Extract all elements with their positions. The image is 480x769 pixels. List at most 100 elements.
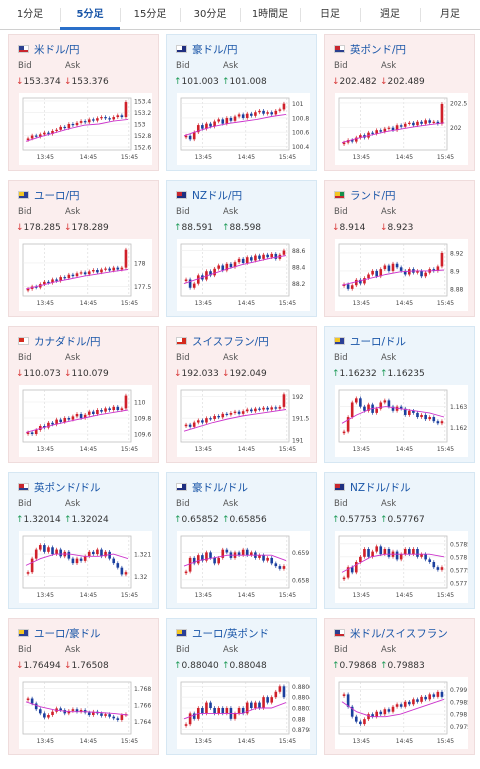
currency-pair-link[interactable]: カナダドル/円 [34, 336, 101, 348]
currency-pair-link[interactable]: ランド/円 [350, 190, 396, 202]
rate-card[interactable]: ユーロ/円 Bid Ask ↓178.285 ↓178.289 178 177.5 13:45… [8, 180, 159, 317]
tab-4[interactable]: 1時間足 [251, 9, 289, 20]
candle-body [403, 408, 407, 415]
price-chart[interactable]: 192 191.5 191 13:45 14:45 15:45 [177, 385, 310, 457]
candle-body [87, 271, 91, 275]
y-tick-label: 0.7985 [450, 699, 468, 706]
candle-body [266, 112, 269, 114]
rate-card[interactable]: 英ポンド/円 Bid Ask ↓202.482 ↓202.489 202.5 202 13:4… [324, 34, 475, 171]
candle-body [79, 558, 83, 561]
rate-card[interactable]: NZドル/ドルBidAsk↑0.57753↑0.577670.57850.578… [324, 472, 475, 609]
candle-body [420, 414, 423, 418]
rate-card[interactable]: 英ポンド/ドル Bid Ask ↑1.32014 ↑1.32024 1.321 1.32 13… [8, 472, 159, 609]
rate-card[interactable]: ランド/円 Bid Ask ↓8.914 ↓8.923 8.92 8.9 8.88 13:45 1… [324, 180, 475, 317]
bid-price: 1.76494 [23, 661, 61, 671]
tab-0[interactable]: 1分足 [16, 9, 44, 20]
tab-1[interactable]: 5分足 [60, 0, 120, 30]
candle-body [420, 121, 423, 124]
currency-pair-link[interactable]: 英ポンド/円 [350, 44, 407, 56]
bid-label: Bid [18, 353, 32, 363]
currency-pair-link[interactable]: ユーロ/豪ドル [34, 628, 101, 640]
rate-card[interactable]: カナダドル/円 Bid Ask ↓110.073 ↓110.079 110 109.8 109… [8, 326, 159, 463]
price-chart[interactable]: 0.799 0.7985 0.798 0.7975 13:45 14:45 15:45 [335, 677, 468, 749]
y-tick-label: 202.5 [450, 100, 467, 107]
candle-body [258, 110, 261, 113]
x-tick-label: 14:45 [80, 592, 97, 599]
currency-pair-link[interactable]: NZドル/ドル [350, 482, 411, 494]
bid-price: 0.79868 [339, 661, 377, 671]
candle-body [63, 710, 67, 714]
bid-value: ↑0.65852 [174, 515, 219, 525]
y-tick-label: 0.577 [450, 580, 467, 587]
ask-price: 0.88048 [229, 661, 267, 671]
currency-pair-link[interactable]: 米ドル/円 [34, 44, 80, 56]
tab-5[interactable]: 日足 [320, 9, 340, 20]
currency-pair-link[interactable]: NZドル/円 [192, 190, 243, 202]
currency-pair-link[interactable]: ユーロ/英ポンド [192, 628, 270, 640]
currency-pair-link[interactable]: ユーロ/ドル [350, 336, 407, 348]
candle-body [371, 551, 374, 557]
price-chart[interactable]: 101 100.8 100.6 100.4 13:45 14:45 15:45 [177, 93, 310, 165]
rate-card[interactable]: 米ドル/円 Bid Ask ↓153.374 ↓153.376 153.4 153.2 153… [8, 34, 159, 171]
currency-pair-link[interactable]: スイスフラン/円 [192, 336, 269, 348]
rate-card[interactable]: 米ドル/スイスフラン Bid Ask ↑0.79868 ↑0.79883 0.799 0.7… [324, 618, 475, 755]
price-chart[interactable]: 178 177.5 13:45 14:45 15:45 [19, 239, 152, 311]
rate-card[interactable]: スイスフラン/円 Bid Ask ↓192.033 ↓192.049 192 191.5 19… [166, 326, 317, 463]
currency-pair-link[interactable]: 米ドル/スイスフラン [350, 628, 448, 640]
candle-body [399, 704, 403, 707]
rate-card[interactable]: ユーロ/英ポンドBidAsk↑0.88040↑0.880480.88060.88… [166, 618, 317, 755]
candle-body [87, 712, 91, 716]
price-chart[interactable]: 0.8806 0.8804 0.8802 0.88 0.8798 13:45 14:45 15… [177, 677, 310, 749]
price-chart[interactable]: 1.321 1.32 13:45 14:45 15:45 [19, 531, 152, 603]
x-tick-label: 14:45 [80, 738, 97, 745]
candle-body [100, 549, 103, 557]
candle-body [116, 267, 120, 270]
rate-card[interactable]: ユーロ/ドル Bid Ask ↑1.16232 ↑1.16235 1.163 1.162 13… [324, 326, 475, 463]
moving-average-line [341, 698, 445, 718]
tab-7[interactable]: 月足 [440, 9, 460, 20]
y-tick-label: 0.659 [292, 550, 309, 557]
za-flag-icon [334, 191, 345, 199]
tab-2[interactable]: 15分足 [133, 9, 167, 20]
price-chart[interactable]: 1.163 1.162 13:45 14:45 15:45 [335, 385, 468, 457]
tab-6[interactable]: 週足 [380, 9, 400, 20]
tab-3[interactable]: 30分足 [193, 9, 227, 20]
moving-average-line [183, 255, 287, 285]
price-chart[interactable]: 202.5 202 13:45 14:45 15:45 [335, 93, 468, 165]
candle-body [375, 546, 378, 552]
candle-body [395, 406, 399, 411]
price-chart[interactable]: 8.92 8.9 8.88 13:45 14:45 15:45 [335, 239, 468, 311]
price-chart[interactable]: 110 109.8 109.6 13:45 14:45 15:45 [19, 385, 152, 457]
currency-pair-link[interactable]: 豪ドル/円 [192, 44, 238, 56]
bid-value: ↓178.285 [16, 223, 61, 233]
bid-value: ↓8.914 [332, 223, 365, 233]
currency-pair-link[interactable]: 英ポンド/ドル [34, 482, 101, 494]
tab-divider [300, 8, 301, 22]
rate-card[interactable]: 豪ドル/円 Bid Ask ↑101.003 ↑101.008 101 100.8 100.6… [166, 34, 317, 171]
candle-body [79, 710, 83, 712]
candle-body [408, 269, 411, 275]
price-chart[interactable]: 1.768 1.766 1.764 13:45 14:45 15:45 [19, 677, 152, 749]
price-chart[interactable]: 0.5785 0.578 0.5775 0.577 13:45 14:45 15:45 [335, 531, 468, 603]
bid-price: 178.285 [23, 223, 61, 233]
rate-card[interactable]: NZドル/円 Bid Ask ↑88.591 ↑88.598 88.6 88.4 88.2 13… [166, 180, 317, 317]
eu-flag-icon [18, 629, 29, 637]
candle-body [79, 272, 83, 274]
currency-pair-link[interactable]: ユーロ/円 [34, 190, 80, 202]
rate-card[interactable]: ユーロ/豪ドル Bid Ask ↓1.76494 ↓1.76508 1.768 1.766 1… [8, 618, 159, 755]
candle-body [350, 285, 354, 289]
candle-body [278, 406, 282, 409]
candle-body [254, 255, 257, 261]
candle-body [43, 713, 46, 718]
candle-body [75, 709, 79, 712]
currency-pair-link[interactable]: 豪ドル/ドル [192, 482, 249, 494]
candle-body [379, 711, 383, 715]
candle-body [221, 549, 225, 558]
rate-card[interactable]: 豪ドル/ドル Bid Ask ↑0.65852 ↑0.65856 0.659 0.658 13… [166, 472, 317, 609]
price-chart[interactable]: 153.4 153.2 153 152.8 152.6 13:45 14:45 15:45 [19, 93, 152, 165]
price-chart[interactable]: 88.6 88.4 88.2 13:45 14:45 15:45 [177, 239, 310, 311]
price-chart[interactable]: 0.659 0.658 13:45 14:45 15:45 [177, 531, 310, 603]
candle-body [71, 558, 75, 564]
candle-body [403, 701, 407, 707]
moving-average-line [183, 113, 287, 137]
